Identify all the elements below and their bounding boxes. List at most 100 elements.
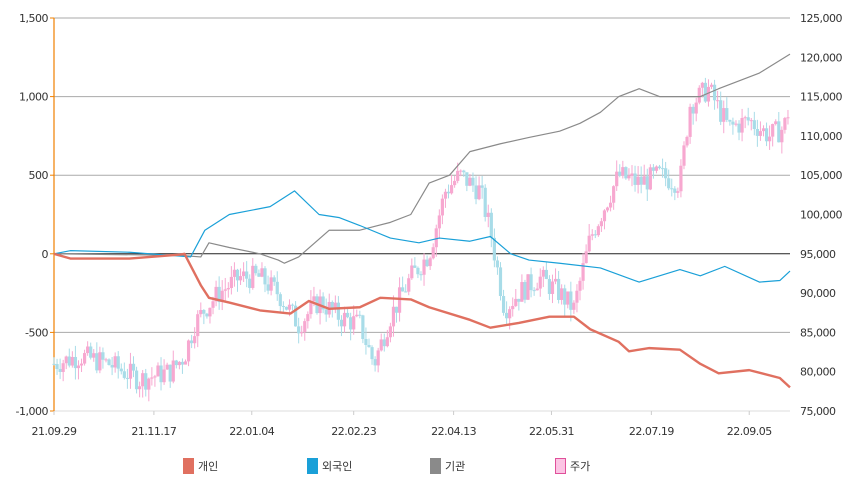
institution-line [53,53,791,264]
x-tick-label: 21.11.17 [131,425,176,438]
candle-body [309,301,313,315]
candle-body [474,185,478,200]
candle-body [67,356,71,366]
candle-body [397,287,402,313]
candle-body [547,278,552,294]
candle-body [483,187,487,217]
candle-body [214,286,218,302]
candle-body [61,363,65,372]
candle-body [229,276,233,289]
candle-body [401,287,405,292]
candle-body [471,177,475,186]
candle-body [639,176,643,185]
candle-body [275,281,279,295]
candle-body [89,346,93,358]
candle-body [761,128,766,132]
candle-body [712,84,717,101]
candle-body [465,172,469,186]
candle-body [596,226,600,236]
candle-body [645,176,649,190]
candle-body [367,344,371,348]
y-left-tick-label: 0 [42,248,49,261]
legend-swatch [183,458,194,474]
candle-body [664,168,668,179]
candle-body [238,276,243,281]
candle-body [220,290,224,303]
legend-item-institution[interactable]: 기관 [430,458,465,474]
candle-body [248,278,252,288]
candle-body [345,312,350,318]
candle-body [734,123,738,125]
candle-body [673,188,677,193]
candle-body [333,302,337,310]
y-left-tick-label: 1,500 [19,12,48,25]
candle-body [116,356,120,369]
y-right-tick-label: 90,000 [800,287,836,300]
candle-body [266,284,270,291]
y-right-tick-label: 100,000 [800,209,842,222]
candle-body [728,119,732,122]
candle-body [694,102,698,114]
candle-body [786,117,790,119]
candle-body [774,121,778,125]
candle-body [232,269,237,277]
legend-item-foreign[interactable]: 외국인 [307,458,352,474]
candle-body [578,280,582,291]
candle-body [431,247,435,259]
candle-body [667,178,671,189]
candle-body [489,212,493,238]
candle-body [550,281,555,294]
candle-body [679,165,683,192]
candle-body [511,305,515,310]
legend-item-individual[interactable]: 개인 [183,458,218,474]
candle-body [440,198,444,216]
candle-body [725,108,729,120]
candle-body [456,170,460,181]
legend-swatch [555,458,566,474]
candle-body [385,337,389,347]
y-right-tick-label: 105,000 [800,169,842,182]
candle-body [780,129,784,143]
candle-body [131,363,136,371]
candle-body [633,173,637,185]
legend-item-price[interactable]: 주가 [555,458,590,474]
candle-body [287,304,292,310]
candle-body [269,277,273,291]
candle-body [449,185,454,194]
candle-body [355,314,359,317]
candle-body [764,128,769,142]
legend-label: 기관 [445,460,466,473]
candle-body [618,171,622,176]
candle-body [575,290,579,303]
candle-body [740,118,744,133]
candle-body [336,302,341,320]
candle-body [608,202,613,208]
candle-body [364,339,368,345]
individual-line [53,252,791,389]
candle-body [581,263,585,281]
candle-body [242,271,246,277]
x-tick-label: 22.04.13 [431,425,476,438]
candle-body [101,352,105,360]
candle-body [58,368,62,372]
candle-body [590,234,594,236]
candle-body [722,108,726,122]
candle-body [569,291,573,310]
candle-body [373,359,377,366]
candle-body [642,176,646,185]
candle-body [52,363,56,365]
candle-body [453,180,457,186]
candle-body [746,117,750,121]
candle-body [64,356,68,364]
candle-body [263,268,267,285]
candle-body [422,259,426,275]
candle-body [144,373,148,390]
candle-body [86,346,90,354]
y-left-tick-label: -1,000 [16,405,49,418]
candle-body [174,360,178,366]
candle-body [495,260,500,268]
candle-body [459,170,463,172]
candle-body [783,118,787,130]
candle-body [95,353,99,371]
candle-body [147,378,151,390]
